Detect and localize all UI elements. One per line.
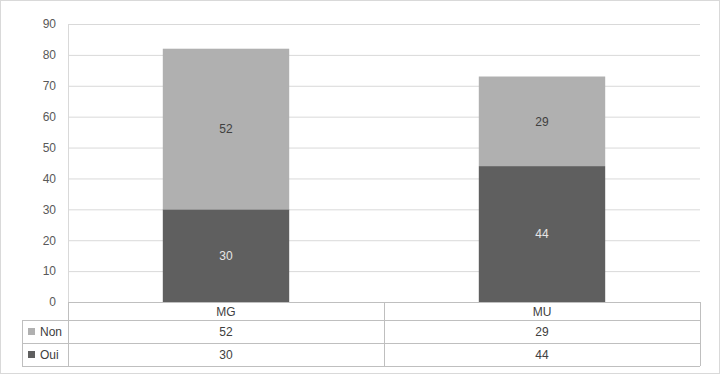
y-tick-label: 70 [43, 79, 57, 93]
y-tick-label: 0 [49, 295, 56, 309]
table-line [384, 302, 385, 366]
y-tick: 60 [43, 110, 68, 124]
y-tick: 20 [43, 234, 68, 248]
y-tick: 50 [43, 141, 68, 155]
legend-key [28, 328, 35, 335]
table-line [22, 320, 23, 366]
bar [479, 77, 605, 167]
y-tick-label: 50 [43, 141, 57, 155]
y-tick: 30 [43, 203, 68, 217]
table-line [22, 343, 700, 344]
data-label: 44 [535, 227, 549, 241]
y-tick: 10 [43, 264, 68, 278]
y-tick: 40 [43, 172, 68, 186]
legend-label: Oui [40, 348, 59, 362]
y-tick: 0 [49, 295, 68, 309]
x-tick-label: MU [533, 305, 552, 319]
y-tick-label: 80 [43, 48, 57, 62]
y-tick: 90 [43, 17, 68, 31]
bar [163, 209, 289, 302]
grid-line [68, 24, 700, 25]
legend-key [28, 351, 35, 358]
y-tick-label: 40 [43, 172, 57, 186]
y-tick-label: 60 [43, 110, 57, 124]
table-value: 44 [535, 348, 549, 362]
chart: 0 10 20 30 40 50 60 70 80 90 30 44 52 29 MG MU Non 52 29 Ou… [0, 0, 720, 374]
legend-label: Non [40, 325, 62, 339]
table-line [22, 320, 700, 321]
data-table: MG MU Non 52 29 Oui 30 44 [22, 302, 701, 367]
data-label: 29 [535, 115, 549, 129]
data-labels: 30 44 52 29 [219, 115, 549, 263]
table-line [68, 302, 69, 366]
table-value: 30 [219, 348, 233, 362]
data-label: 30 [219, 249, 233, 263]
table-line [22, 366, 700, 367]
bar [479, 166, 605, 302]
y-tick-label: 10 [43, 264, 57, 278]
chart-frame [1, 1, 720, 374]
table-line [700, 302, 701, 366]
bar [163, 49, 289, 210]
y-axis-line [68, 25, 69, 303]
table-value: 52 [219, 325, 233, 339]
y-tick: 70 [43, 79, 68, 93]
x-tick-label: MG [216, 305, 235, 319]
y-axis: 0 10 20 30 40 50 60 70 80 90 [43, 17, 69, 309]
data-label: 52 [219, 122, 233, 136]
table-value: 29 [535, 325, 549, 339]
grid [68, 25, 700, 303]
y-tick-label: 30 [43, 203, 57, 217]
y-tick: 80 [43, 48, 68, 62]
bars [163, 49, 605, 302]
y-tick-label: 90 [43, 17, 57, 31]
y-tick-label: 20 [43, 234, 57, 248]
